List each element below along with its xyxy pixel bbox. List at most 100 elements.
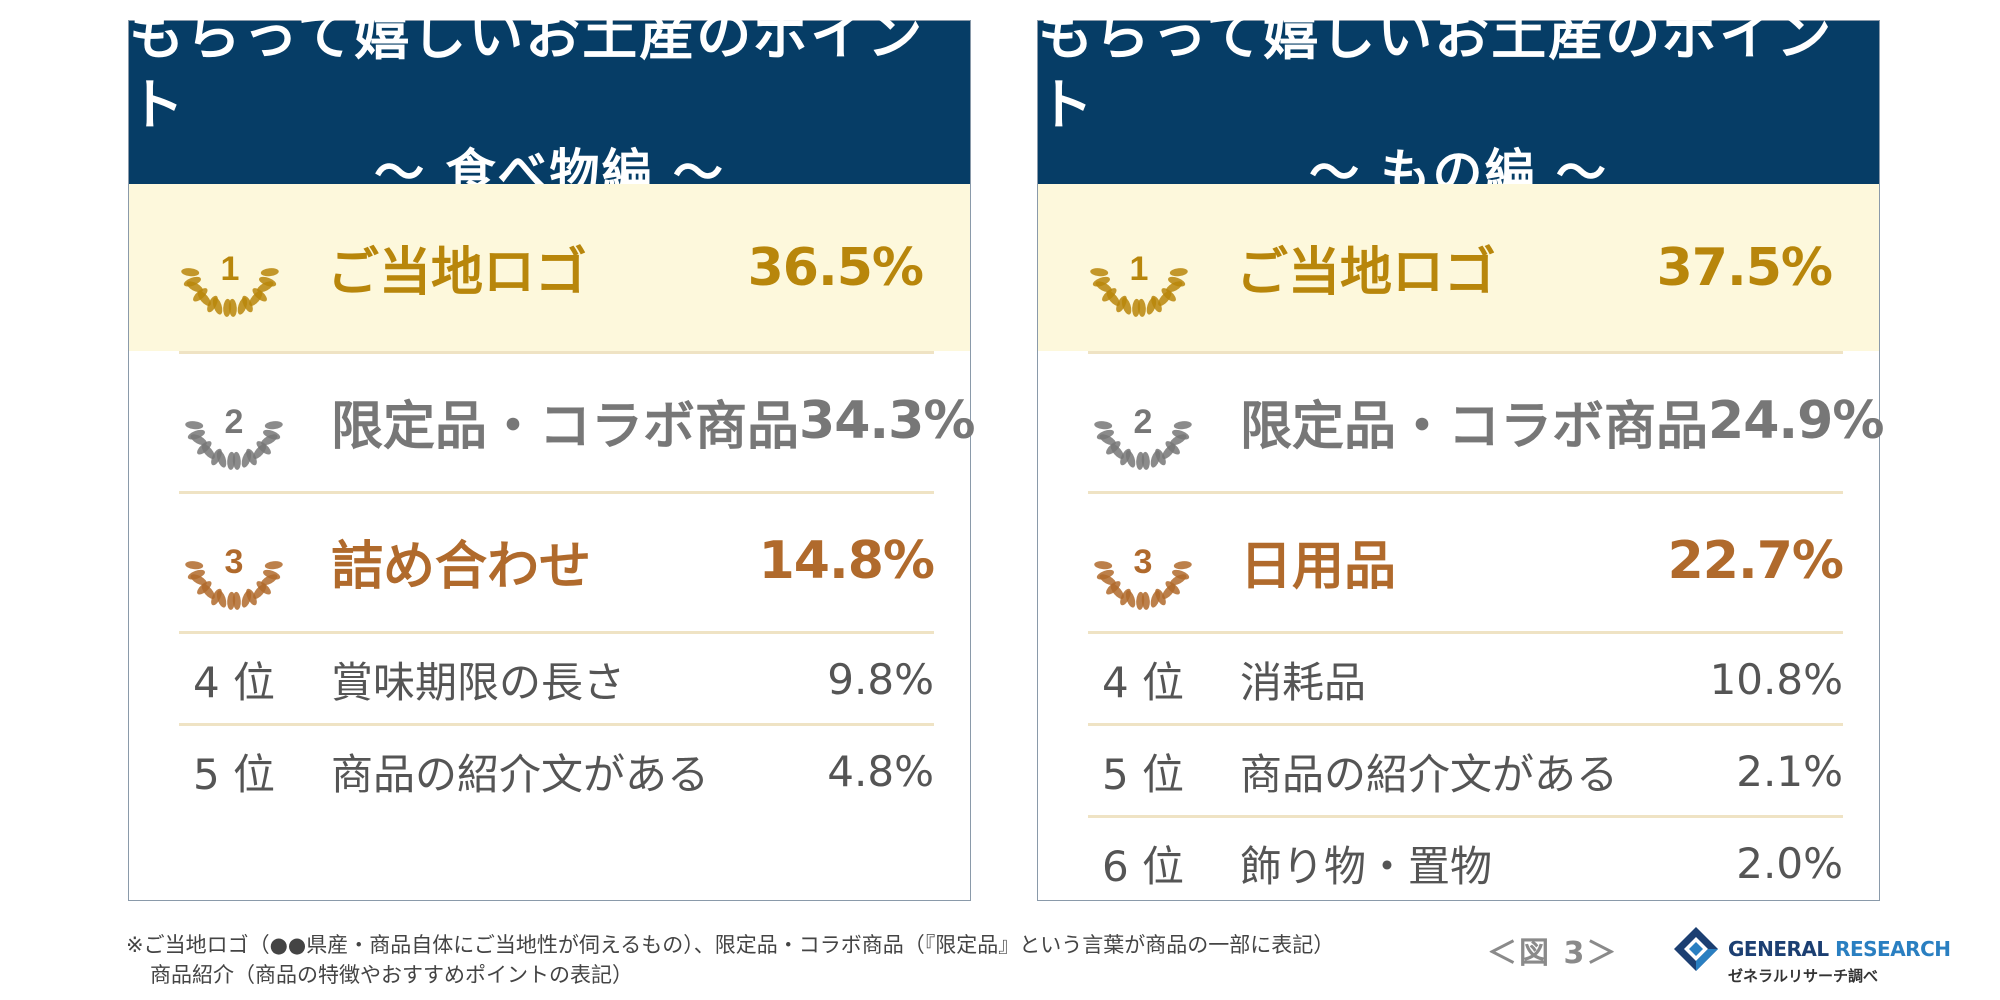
laurel-leaf <box>186 280 203 292</box>
brand-tagline: ゼネラルリサーチ調べ <box>1728 967 1879 985</box>
laurel-leaf <box>237 296 248 315</box>
rank-percent: 4.8% <box>827 746 934 796</box>
laurel-leaf <box>1150 590 1161 608</box>
rank-row-6: 6 位 飾り物・置物 2.0% <box>1088 817 1843 909</box>
laurel-leaf <box>185 421 204 430</box>
divider <box>1088 723 1843 726</box>
rank-row-1: 1 ご当地ロゴ 36.5% <box>129 184 970 351</box>
laurel-leaf <box>228 298 237 317</box>
laurel-leaf <box>1162 444 1176 459</box>
laurel-leaf <box>1173 561 1192 570</box>
divider <box>179 351 934 354</box>
brand-logo: GENERAL RESEARCH ゼネラルリサーチ調べ <box>1672 925 1951 987</box>
laurel-leaf <box>1166 280 1183 292</box>
laurel-leaf <box>201 584 215 599</box>
panel-goods: もらって嬉しいお土産のポイント ～ もの編 ～ 1 ご当地ロゴ 37.5% 2 … <box>1037 3 1884 901</box>
brand-name-part2: RESEARCH <box>1835 937 1951 961</box>
rank-item-label: 消耗品 <box>1240 657 1367 707</box>
laurel-leaf <box>1173 421 1192 430</box>
panel-title: もらって嬉しいお土産のポイント <box>1038 2 1834 137</box>
rank-percent: 10.8% <box>1709 654 1843 704</box>
rank-item-label: 賞味期限の長さ <box>331 657 626 707</box>
rank-row-3: 3 日用品 22.7% <box>1088 491 1844 631</box>
rank-row-5: 5 位 商品の紹介文がある 4.8% <box>179 725 934 817</box>
laurel-leaf <box>1095 280 1112 292</box>
medal-rank-number: 1 <box>1130 250 1149 288</box>
rank-row-5: 5 位 商品の紹介文がある 2.1% <box>1088 725 1843 817</box>
panel-food: もらって嬉しいお土産のポイント ～ 食べ物編 ～ 1 ご当地ロゴ 36.5% 2… <box>128 3 975 901</box>
footnote: ※ご当地ロゴ（●●県産・商品自体にご当地性が伺えるもの）、限定品・コラボ商品（『… <box>126 930 1334 990</box>
laurel-leaf <box>1094 561 1113 570</box>
rank-percent: 9.8% <box>827 654 934 704</box>
bronze-laurel-medal-icon: 3 <box>1094 543 1192 610</box>
laurel-leaf <box>1090 267 1109 276</box>
brand-name-part1: GENERAL <box>1728 937 1829 961</box>
laurel-leaf <box>1137 298 1146 317</box>
brand-name: GENERAL RESEARCH <box>1728 937 1951 961</box>
rank-position: 4 位 <box>1101 657 1185 707</box>
laurel-leaf <box>1162 584 1176 599</box>
medal-rank-number: 2 <box>225 403 244 441</box>
laurel-leaf <box>260 267 279 276</box>
laurel-leaf <box>253 444 267 459</box>
laurel-leaf <box>1141 451 1150 470</box>
divider <box>1088 815 1843 818</box>
rank-item-label: 詰め合わせ <box>331 536 592 597</box>
laurel-leaf <box>1170 434 1187 446</box>
rank-percent: 37.5% <box>1656 237 1833 298</box>
rank-position: 6 位 <box>1101 841 1185 891</box>
rank-item-label: 限定品・コラボ商品 <box>1240 396 1709 457</box>
rank-row-2: 2 限定品・コラボ商品 34.3% <box>179 351 975 491</box>
rank-percent: 22.7% <box>1667 531 1844 591</box>
footnote-line: ※ご当地ロゴ（●●県産・商品自体にご当地性が伺えるもの）、限定品・コラボ商品（『… <box>126 933 1335 957</box>
rank-percent: 14.8% <box>758 531 935 591</box>
laurel-leaf <box>264 561 283 570</box>
medal-rank-number: 3 <box>225 543 244 581</box>
laurel-leaf <box>253 584 267 599</box>
laurel-leaf <box>264 421 283 430</box>
laurel-leaf <box>257 280 274 292</box>
laurel-leaf <box>1110 584 1124 599</box>
divider <box>1088 631 1843 634</box>
divider <box>1088 351 1843 354</box>
laurel-leaf <box>181 267 200 276</box>
rank-row-4: 4 位 賞味期限の長さ 9.8% <box>179 633 934 725</box>
rank-item-label: ご当地ロゴ <box>1236 243 1497 303</box>
rank-position: 4 位 <box>192 657 276 707</box>
medal-rank-number: 2 <box>1134 403 1153 441</box>
laurel-leaf <box>216 450 227 468</box>
rank-percent: 34.3% <box>799 391 975 451</box>
laurel-leaf <box>1141 591 1150 610</box>
laurel-leaf <box>190 434 207 446</box>
laurel-leaf <box>216 590 227 608</box>
rank-row-4: 4 位 消耗品 10.8% <box>1088 633 1843 725</box>
silver-laurel-medal-icon: 2 <box>185 403 283 470</box>
laurel-leaf <box>1121 296 1132 315</box>
laurel-leaf <box>241 590 252 608</box>
laurel-leaf <box>1146 296 1157 315</box>
rank-item-label: 限定品・コラボ商品 <box>331 396 800 457</box>
divider <box>179 723 934 726</box>
laurel-leaf <box>1150 450 1161 468</box>
rank-row-2: 2 限定品・コラボ商品 24.9% <box>1088 351 1884 491</box>
laurel-leaf <box>1170 574 1187 586</box>
bronze-laurel-medal-icon: 3 <box>185 543 283 610</box>
gold-laurel-medal-icon: 1 <box>181 250 279 317</box>
general-research-logo-mark-icon <box>1674 927 1718 971</box>
rank-item-label: 日用品 <box>1240 536 1397 597</box>
laurel-leaf <box>1106 290 1120 306</box>
medal-rank-number: 3 <box>1134 543 1153 581</box>
medal-rank-number: 1 <box>221 250 240 288</box>
laurel-leaf <box>190 574 207 586</box>
rank-item-label: 商品の紹介文がある <box>1240 749 1619 799</box>
rank-percent: 24.9% <box>1708 391 1884 451</box>
laurel-leaf <box>1125 590 1136 608</box>
laurel-leaf <box>212 296 223 315</box>
laurel-leaf <box>261 434 278 446</box>
laurel-leaf <box>197 290 211 306</box>
panel-title: もらって嬉しいお土産のポイント <box>129 2 925 137</box>
laurel-leaf <box>249 290 263 306</box>
rank-position: 5 位 <box>1101 749 1185 799</box>
rank-percent: 2.0% <box>1736 838 1843 888</box>
laurel-leaf <box>232 451 241 470</box>
